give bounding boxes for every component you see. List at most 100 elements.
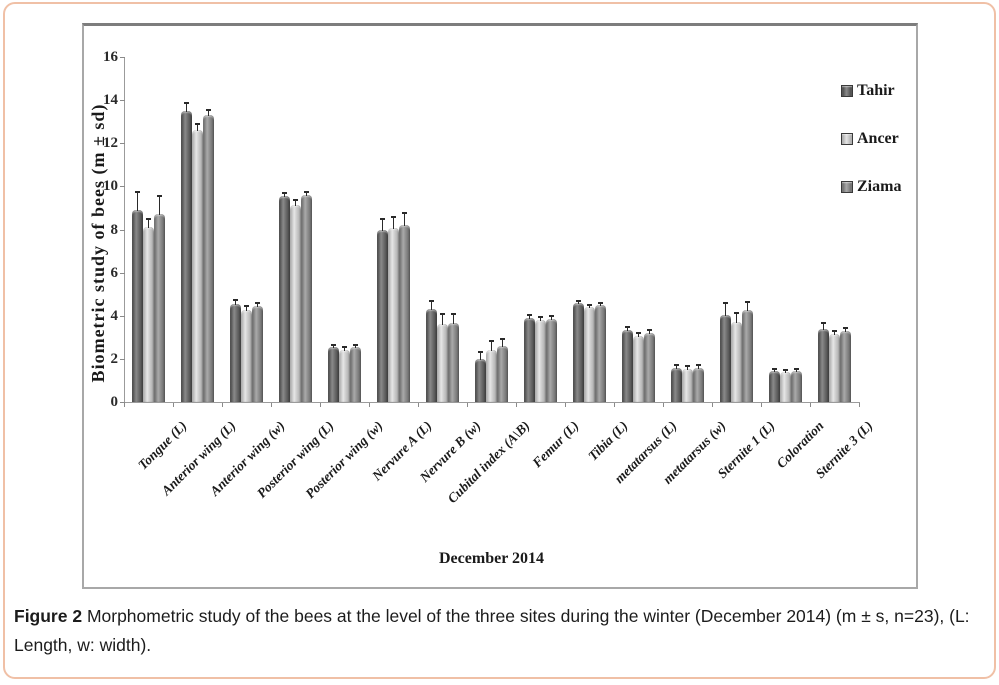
- error-bar: [429, 299, 434, 311]
- error-bar: [255, 301, 260, 308]
- bar: [818, 328, 829, 402]
- error-bar: [696, 364, 701, 369]
- bar: [486, 350, 497, 402]
- legend-label: Tahir: [857, 82, 895, 99]
- figure-caption-text: Morphometric study of the bees at the le…: [14, 606, 970, 655]
- x-tick-mark: [369, 403, 370, 407]
- error-bar: [549, 314, 554, 321]
- bar: [546, 318, 557, 402]
- bar: [769, 370, 780, 402]
- error-bar: [794, 367, 799, 372]
- x-tick-mark: [712, 403, 713, 407]
- y-tick-label: 12: [103, 135, 118, 152]
- figure-caption: Figure 2 Morphometric study of the bees …: [14, 602, 982, 660]
- bar: [301, 195, 312, 402]
- legend-swatch-icon: [841, 133, 853, 145]
- legend-item: Ziama: [841, 178, 901, 196]
- error-bar: [451, 312, 456, 325]
- error-bar: [734, 311, 739, 324]
- bar: [535, 320, 546, 402]
- bar: [279, 196, 290, 402]
- error-bar: [772, 367, 777, 372]
- bar: [720, 314, 731, 402]
- bar: [780, 371, 791, 402]
- error-bar: [527, 313, 532, 320]
- x-tick-mark: [859, 403, 860, 407]
- bar: [339, 350, 350, 402]
- error-bar: [402, 212, 407, 227]
- error-bar: [598, 301, 603, 307]
- x-category-label: Femur (L): [528, 418, 582, 471]
- error-bar: [206, 108, 211, 117]
- chart-legend: Tahir Ancer Ziama: [841, 82, 901, 226]
- x-category-label: Cubital index (A\B): [444, 418, 533, 507]
- error-bar: [244, 305, 249, 312]
- bar: [230, 303, 241, 402]
- bar: [377, 229, 388, 402]
- y-tick-mark: [120, 402, 125, 403]
- y-tick-label: 6: [110, 264, 119, 281]
- bar: [829, 334, 840, 402]
- error-bar: [440, 312, 445, 326]
- x-tick-mark: [810, 403, 811, 407]
- error-bar: [538, 315, 543, 322]
- y-tick-label: 4: [110, 307, 119, 324]
- error-bar: [391, 215, 396, 230]
- bar: [622, 329, 633, 402]
- bar: [350, 347, 361, 402]
- bar: [426, 309, 437, 402]
- bar: [399, 225, 410, 402]
- y-tick-label: 0: [110, 394, 119, 410]
- bar: [731, 322, 742, 402]
- error-bar: [745, 300, 750, 312]
- error-bar: [331, 343, 336, 349]
- y-tick-mark: [120, 186, 125, 188]
- legend-label: Ancer: [857, 130, 899, 147]
- bar: [475, 358, 486, 402]
- error-bar: [489, 339, 494, 352]
- bar: [693, 367, 704, 402]
- error-bar: [576, 299, 581, 304]
- y-tick-label: 8: [110, 221, 119, 238]
- y-tick-mark: [120, 272, 125, 274]
- error-bar: [146, 217, 151, 229]
- error-bar: [184, 102, 189, 112]
- bar: [644, 333, 655, 402]
- legend-swatch-icon: [841, 85, 853, 97]
- figure-caption-label: Figure 2: [14, 606, 83, 626]
- bar: [437, 324, 448, 402]
- bar: [132, 210, 143, 402]
- error-bar: [282, 191, 287, 198]
- x-tick-mark: [124, 403, 125, 407]
- bar: [252, 306, 263, 402]
- error-bar: [135, 190, 140, 212]
- x-tick-mark: [516, 403, 517, 407]
- bar: [143, 227, 154, 402]
- x-tick-mark: [467, 403, 468, 407]
- error-bar: [625, 325, 630, 332]
- error-bar: [233, 298, 238, 306]
- y-tick-mark: [120, 57, 125, 58]
- error-bar: [843, 326, 848, 333]
- legend-label: Ziama: [857, 178, 902, 195]
- error-bar: [478, 351, 483, 361]
- error-bar: [636, 332, 641, 338]
- error-bar: [500, 338, 505, 348]
- x-tick-mark: [320, 403, 321, 407]
- error-bar: [783, 368, 788, 373]
- bar: [524, 317, 535, 402]
- bar: [742, 310, 753, 402]
- x-axis-line: [124, 402, 860, 403]
- x-tick-mark: [565, 403, 566, 407]
- error-bar: [647, 328, 652, 335]
- x-axis-title: December 2014: [439, 550, 544, 567]
- y-tick-label: 10: [103, 178, 118, 195]
- x-tick-mark: [173, 403, 174, 407]
- bar: [388, 228, 399, 402]
- y-tick-label: 16: [103, 49, 118, 65]
- bar: [671, 367, 682, 402]
- error-bar: [587, 303, 592, 309]
- y-tick-mark: [120, 229, 125, 231]
- x-tick-mark: [271, 403, 272, 407]
- plot-area: [124, 57, 859, 402]
